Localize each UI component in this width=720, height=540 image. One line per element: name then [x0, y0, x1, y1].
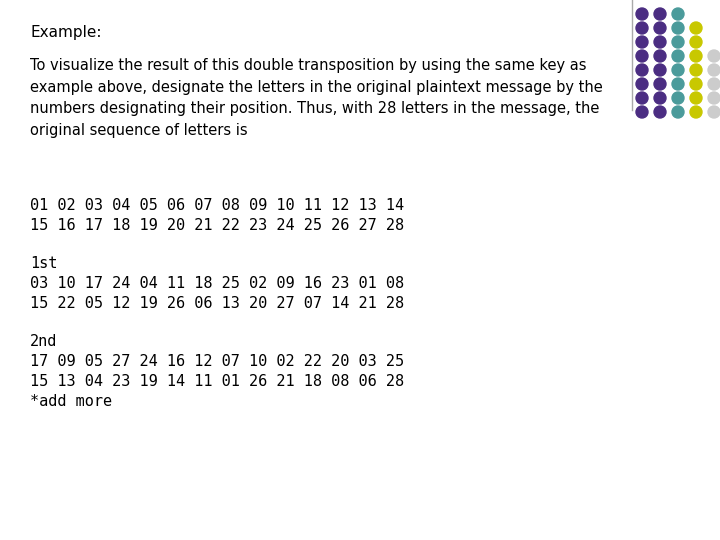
- Circle shape: [708, 78, 720, 90]
- Circle shape: [672, 92, 684, 104]
- Circle shape: [690, 36, 702, 48]
- Circle shape: [636, 36, 648, 48]
- Circle shape: [654, 8, 666, 20]
- Circle shape: [654, 50, 666, 62]
- Text: 15 13 04 23 19 14 11 01 26 21 18 08 06 28: 15 13 04 23 19 14 11 01 26 21 18 08 06 2…: [30, 374, 404, 389]
- Circle shape: [654, 92, 666, 104]
- Circle shape: [636, 92, 648, 104]
- Circle shape: [672, 22, 684, 34]
- Circle shape: [636, 8, 648, 20]
- Text: 17 09 05 27 24 16 12 07 10 02 22 20 03 25: 17 09 05 27 24 16 12 07 10 02 22 20 03 2…: [30, 354, 404, 369]
- Circle shape: [690, 50, 702, 62]
- Circle shape: [654, 22, 666, 34]
- Circle shape: [690, 64, 702, 76]
- Circle shape: [636, 22, 648, 34]
- Circle shape: [690, 22, 702, 34]
- Text: 01 02 03 04 05 06 07 08 09 10 11 12 13 14: 01 02 03 04 05 06 07 08 09 10 11 12 13 1…: [30, 198, 404, 213]
- Circle shape: [690, 106, 702, 118]
- Text: 15 22 05 12 19 26 06 13 20 27 07 14 21 28: 15 22 05 12 19 26 06 13 20 27 07 14 21 2…: [30, 296, 404, 311]
- Circle shape: [636, 64, 648, 76]
- Circle shape: [672, 64, 684, 76]
- Text: *add more: *add more: [30, 394, 112, 409]
- Circle shape: [672, 106, 684, 118]
- Circle shape: [672, 50, 684, 62]
- Circle shape: [636, 106, 648, 118]
- Circle shape: [690, 78, 702, 90]
- Circle shape: [708, 106, 720, 118]
- Text: 1st: 1st: [30, 256, 58, 271]
- Circle shape: [654, 106, 666, 118]
- Circle shape: [672, 78, 684, 90]
- Circle shape: [672, 8, 684, 20]
- Circle shape: [672, 36, 684, 48]
- Circle shape: [636, 50, 648, 62]
- Circle shape: [654, 78, 666, 90]
- Text: Example:: Example:: [30, 25, 102, 40]
- Circle shape: [708, 64, 720, 76]
- Circle shape: [708, 92, 720, 104]
- Circle shape: [690, 92, 702, 104]
- Circle shape: [654, 36, 666, 48]
- Circle shape: [636, 78, 648, 90]
- Text: 15 16 17 18 19 20 21 22 23 24 25 26 27 28: 15 16 17 18 19 20 21 22 23 24 25 26 27 2…: [30, 218, 404, 233]
- Text: To visualize the result of this double transposition by using the same key as
ex: To visualize the result of this double t…: [30, 58, 603, 138]
- Circle shape: [654, 64, 666, 76]
- Text: 2nd: 2nd: [30, 334, 58, 349]
- Text: 03 10 17 24 04 11 18 25 02 09 16 23 01 08: 03 10 17 24 04 11 18 25 02 09 16 23 01 0…: [30, 276, 404, 291]
- Circle shape: [708, 50, 720, 62]
